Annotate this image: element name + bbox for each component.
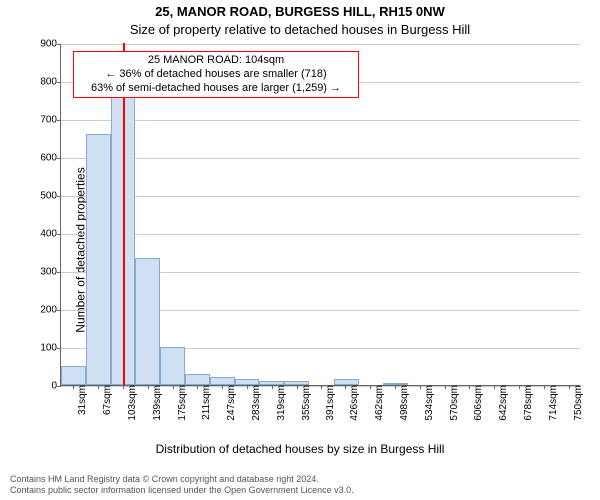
- xtick-label: 211sqm: [197, 385, 212, 420]
- xtick-label: 642sqm: [494, 385, 509, 421]
- grid-line: [61, 44, 580, 45]
- xtick-label: 462sqm: [370, 385, 385, 421]
- xtick-label: 175sqm: [173, 385, 188, 421]
- xtick-label: 498sqm: [395, 385, 410, 421]
- xtick-label: 534sqm: [420, 385, 435, 421]
- callout-line: 25 MANOR ROAD: 104sqm: [80, 54, 352, 68]
- ytick-label: 0: [51, 381, 61, 392]
- xtick-label: 103sqm: [123, 385, 138, 421]
- chart-title-line2: Size of property relative to detached ho…: [0, 22, 600, 37]
- histogram-bar: [185, 374, 210, 385]
- grid-line: [61, 234, 580, 235]
- ytick-label: 600: [40, 153, 61, 164]
- histogram-bar: [86, 134, 111, 385]
- xtick-label: 750sqm: [569, 385, 584, 421]
- ytick-label: 500: [40, 191, 61, 202]
- chart-container: 25, MANOR ROAD, BURGESS HILL, RH15 0NW S…: [0, 0, 600, 500]
- xtick-label: 678sqm: [519, 385, 534, 421]
- callout-line: 63% of semi-detached houses are larger (…: [80, 82, 352, 96]
- xtick-label: 283sqm: [247, 385, 262, 421]
- footer-line-2: Contains public sector information licen…: [10, 485, 354, 496]
- grid-line: [61, 158, 580, 159]
- xtick-label: 714sqm: [544, 385, 559, 421]
- xtick-label: 355sqm: [297, 385, 312, 421]
- callout-line: ← 36% of detached houses are smaller (71…: [80, 68, 352, 82]
- histogram-bar: [61, 366, 86, 385]
- histogram-bar: [135, 258, 160, 385]
- grid-line: [61, 196, 580, 197]
- ytick-label: 200: [40, 305, 61, 316]
- ytick-label: 100: [40, 343, 61, 354]
- xtick-label: 319sqm: [272, 385, 287, 421]
- histogram-bar: [160, 347, 185, 385]
- x-axis-label: Distribution of detached houses by size …: [0, 442, 600, 456]
- chart-title-line1: 25, MANOR ROAD, BURGESS HILL, RH15 0NW: [0, 4, 600, 19]
- xtick-label: 570sqm: [445, 385, 460, 421]
- xtick-label: 247sqm: [222, 385, 237, 421]
- xtick-label: 391sqm: [321, 385, 336, 421]
- xtick-label: 67sqm: [98, 385, 113, 415]
- callout-box: 25 MANOR ROAD: 104sqm← 36% of detached h…: [73, 51, 359, 98]
- ytick-label: 300: [40, 267, 61, 278]
- histogram-bar: [210, 377, 235, 385]
- xtick-label: 606sqm: [469, 385, 484, 421]
- ytick-label: 400: [40, 229, 61, 240]
- grid-line: [61, 120, 580, 121]
- ytick-label: 800: [40, 77, 61, 88]
- ytick-label: 700: [40, 115, 61, 126]
- xtick-label: 31sqm: [73, 385, 88, 415]
- footer-line-1: Contains HM Land Registry data © Crown c…: [10, 474, 354, 485]
- footer-attribution: Contains HM Land Registry data © Crown c…: [10, 474, 354, 496]
- xtick-label: 139sqm: [148, 385, 163, 421]
- xtick-label: 426sqm: [345, 385, 360, 421]
- ytick-label: 900: [40, 39, 61, 50]
